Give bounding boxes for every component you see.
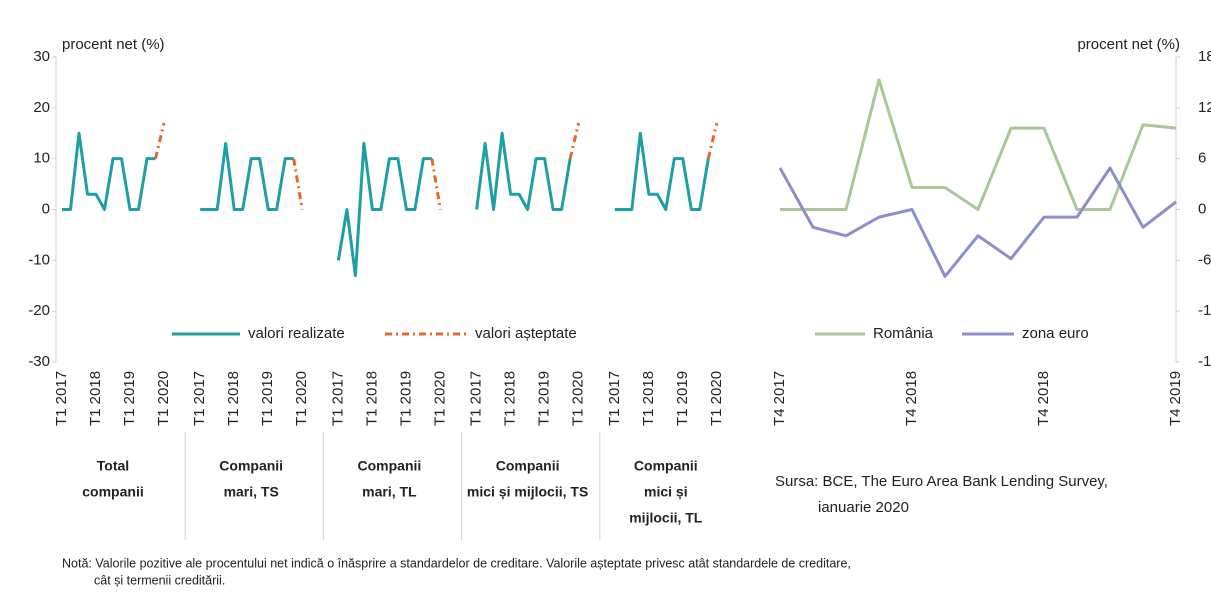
group-label: mici și (644, 484, 688, 500)
line (336, 141, 432, 278)
y-tick-label: -20 (28, 302, 50, 319)
y-tick-label: -1 (1198, 353, 1211, 370)
line (475, 131, 572, 211)
y-tick-label: 18 (1198, 48, 1211, 65)
line (778, 166, 1177, 278)
y-tick-label: 30 (33, 48, 50, 65)
x-tick-label: T1 2017 (191, 371, 208, 426)
group-label: mari, TS (224, 484, 279, 500)
group-label: mici și mijlocii, TS (467, 484, 588, 500)
x-tick-label: T1 2018 (640, 371, 657, 426)
x-tick-label: T1 2020 (570, 371, 587, 426)
legend-label: valori realizate (248, 325, 345, 342)
y-tick-label: 0 (1198, 200, 1206, 217)
y-tick-label: -1 (1198, 302, 1211, 319)
group-label: Companii (496, 458, 560, 474)
line (292, 158, 304, 210)
x-tick-label: T1 2017 (606, 371, 623, 426)
y-axis-label: procent net (%) (62, 36, 165, 53)
x-tick-label: T1 2020 (708, 371, 725, 426)
x-tick-label: T4 2018 (1035, 371, 1052, 426)
y-axis-label: procent net (%) (1077, 36, 1180, 53)
x-tick-label: T1 2020 (293, 371, 310, 426)
legend-label: România (873, 325, 934, 342)
line (614, 131, 710, 211)
group-label: Companii (358, 458, 422, 474)
x-tick-label: T1 2018 (225, 371, 242, 426)
group-label: Companii (219, 458, 283, 474)
y-tick-label: -30 (28, 353, 50, 370)
x-tick-label: T4 2019 (1167, 371, 1184, 426)
y-tick-label: -6 (1198, 251, 1211, 268)
line (430, 158, 442, 210)
x-tick-label: T1 2020 (431, 371, 448, 426)
note: cât și termenii creditării. (94, 573, 225, 587)
x-tick-label: T1 2019 (259, 371, 276, 426)
x-tick-label: T1 2019 (674, 371, 691, 426)
group-label: mari, TL (362, 484, 417, 500)
x-tick-label: T1 2019 (121, 371, 138, 426)
group-label: mijlocii, TL (629, 510, 703, 526)
x-tick-label: T1 2020 (155, 371, 172, 426)
x-tick-label: T1 2017 (468, 371, 485, 426)
legend-label: valori așteptate (475, 325, 577, 342)
y-tick-label: 20 (33, 99, 50, 116)
x-tick-label: T4 2017 (771, 371, 788, 426)
x-tick-label: T1 2019 (397, 371, 414, 426)
x-tick-label: T1 2017 (329, 371, 346, 426)
group-label: companii (82, 484, 143, 500)
note: Notă: Valorile pozitive ale procentului … (62, 556, 851, 570)
y-tick-label: 6 (1198, 150, 1206, 167)
line (62, 131, 156, 211)
source: Sursa: BCE, The Euro Area Bank Lending S… (775, 473, 1108, 490)
line (780, 78, 1177, 211)
y-tick-label: 12 (1198, 99, 1211, 116)
source: ianuarie 2020 (818, 499, 909, 516)
y-tick-label: 10 (33, 150, 50, 167)
group-label: Companii (634, 458, 698, 474)
x-tick-label: T1 2017 (53, 371, 70, 426)
y-tick-label: -10 (28, 251, 50, 268)
line (568, 122, 581, 160)
x-tick-label: T1 2018 (87, 371, 104, 426)
x-tick-label: T1 2018 (363, 371, 380, 426)
line (200, 141, 294, 211)
x-tick-label: T4 2018 (903, 371, 920, 426)
y-tick-label: 0 (42, 200, 50, 217)
x-tick-label: T1 2018 (502, 371, 519, 426)
legend-label: zona euro (1022, 325, 1089, 342)
line (706, 122, 719, 160)
group-label: Total (97, 458, 129, 474)
x-tick-label: T1 2019 (536, 371, 553, 426)
line (154, 122, 166, 160)
